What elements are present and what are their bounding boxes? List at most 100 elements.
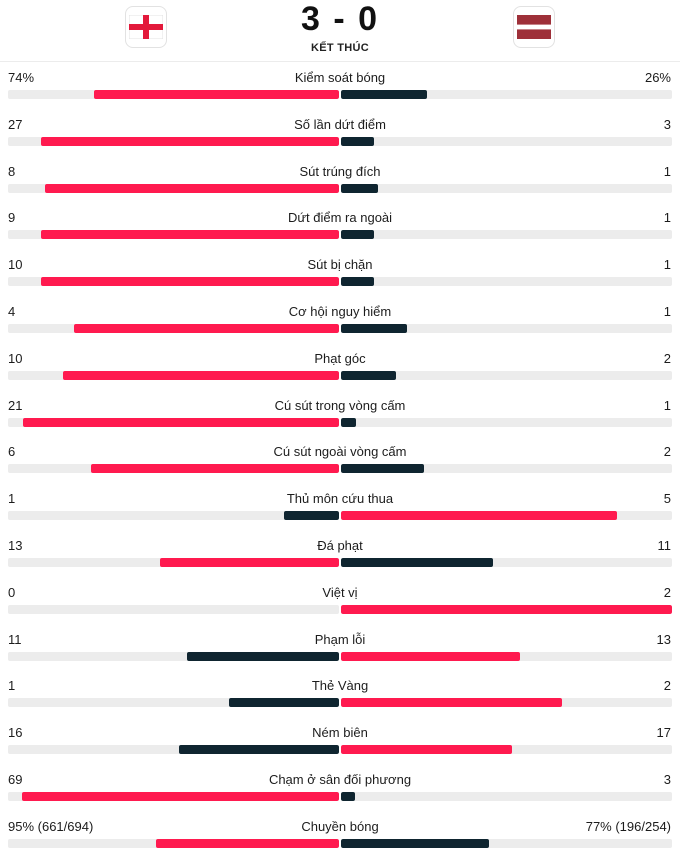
stat-label: Phạm lỗi: [314, 631, 366, 647]
stat-home-value: 8: [8, 163, 16, 179]
stat-home-bar-track: [8, 698, 339, 708]
stat-away-value: 17: [656, 725, 671, 741]
stat-away-value: 1: [663, 210, 671, 226]
stat-label: Kiểm soát bóng: [294, 70, 386, 85]
stat-away-bar: [341, 791, 355, 801]
stat-label: Việt vị: [322, 584, 358, 600]
stat-home-bar-track: [8, 745, 339, 755]
stat-away-bar: [341, 838, 489, 848]
stat-row: 74% Kiểm soát bóng 26%: [0, 62, 680, 109]
stat-away-bar-track: [341, 323, 672, 333]
match-status: KẾT THÚC: [310, 42, 369, 54]
stat-home-bar-track: [8, 651, 339, 661]
stat-home-bar: [160, 557, 339, 567]
stat-away-bar-track: [341, 464, 672, 474]
stat-home-bar: [284, 511, 339, 521]
stat-away-bar-track: [341, 838, 672, 848]
stat-home-bar-track: [8, 838, 339, 848]
stat-home-value: 21: [8, 397, 23, 413]
stat-label: Phạt góc: [314, 350, 366, 366]
stat-home-bar: [23, 417, 339, 427]
stat-home-value: 9: [8, 210, 16, 226]
stat-away-bar-track: [341, 230, 672, 240]
stat-away-value: 3: [663, 771, 671, 787]
latvia-flag-icon: [517, 15, 551, 39]
stat-home-value: 6: [8, 444, 16, 460]
stat-home-bar: [45, 183, 339, 193]
stat-home-bar: [229, 698, 339, 708]
stat-row: 11 Phạm lỗi 13: [0, 624, 680, 671]
stat-label: Sút trúng đích: [299, 163, 381, 179]
stat-home-bar-track: [8, 90, 339, 99]
stat-away-value: 3: [663, 116, 671, 132]
stat-away-bar-track: [341, 791, 672, 801]
stat-home-value: 10: [8, 350, 23, 366]
stat-away-value: 1: [663, 257, 671, 273]
stat-row: 16 Ném biên 17: [0, 717, 680, 764]
stat-away-bar-track: [341, 183, 672, 193]
stat-home-bar-track: [8, 277, 339, 287]
stat-away-bar: [341, 230, 374, 240]
stat-away-bar-track: [341, 136, 672, 146]
stat-home-bar: [156, 838, 339, 848]
stat-label: Sút bị chặn: [307, 257, 373, 273]
stat-away-bar: [341, 651, 520, 661]
stat-away-value: 11: [657, 537, 672, 553]
stat-away-value: 1: [663, 163, 671, 179]
stat-label: Thủ môn cứu thua: [286, 491, 394, 507]
stat-away-bar-track: [341, 745, 672, 755]
stat-home-bar: [179, 745, 339, 755]
away-team-flag[interactable]: [513, 6, 555, 48]
home-team-flag[interactable]: [125, 6, 167, 48]
stat-home-bar: [41, 230, 339, 240]
stat-home-bar: [41, 136, 339, 146]
stat-home-bar: [74, 323, 339, 333]
stat-label: Dứt điểm ra ngoài: [287, 210, 393, 226]
stat-home-bar-track: [8, 604, 339, 614]
stat-away-value: 1: [663, 303, 671, 319]
stat-label: Đá phạt: [317, 537, 363, 553]
match-header: 3 - 0 KẾT THÚC: [0, 0, 680, 62]
stat-home-bar-track: [8, 791, 339, 801]
stat-away-bar-track: [341, 370, 672, 380]
stat-home-bar-track: [8, 323, 339, 333]
stat-home-value: 11: [8, 631, 22, 647]
stat-home-bar: [22, 791, 339, 801]
stat-away-bar-track: [341, 90, 672, 99]
stat-home-value: 10: [8, 257, 23, 273]
stat-row: 13 Đá phạt 11: [0, 530, 680, 577]
stat-home-value: 1: [8, 678, 16, 694]
stat-row: 95% (661/694) Chuyền bóng 77% (196/254): [0, 811, 680, 852]
stat-home-bar-track: [8, 370, 339, 380]
stat-home-value: 95% (661/694): [8, 818, 94, 834]
stat-away-bar: [341, 417, 356, 427]
stat-home-bar: [187, 651, 339, 661]
stat-label: Cơ hội nguy hiểm: [288, 303, 392, 319]
stat-row: 21 Cú sút trong vòng cấm 1: [0, 390, 680, 437]
stat-away-value: 13: [656, 631, 671, 647]
stat-label: Số lần dứt điểm: [294, 116, 386, 132]
stat-away-bar-track: [341, 277, 672, 287]
stat-away-bar: [341, 183, 378, 193]
stat-home-value: 27: [8, 116, 23, 132]
stat-away-bar: [341, 323, 407, 333]
stat-row: 1 Thủ môn cứu thua 5: [0, 483, 680, 530]
stat-home-value: 69: [8, 771, 23, 787]
stat-row: 9 Dứt điểm ra ngoài 1: [0, 202, 680, 249]
stat-away-bar: [341, 136, 374, 146]
stat-away-value: 26%: [644, 70, 671, 85]
stat-away-bar-track: [341, 511, 672, 521]
stat-row: 0 Việt vị 2: [0, 577, 680, 624]
stat-away-value: 2: [663, 350, 671, 366]
stat-label: Chuyền bóng: [301, 818, 379, 834]
stat-away-value: 2: [663, 584, 671, 600]
stat-home-value: 4: [8, 303, 16, 319]
stat-away-bar-track: [341, 698, 672, 708]
stat-row: 1 Thẻ Vàng 2: [0, 670, 680, 717]
stat-home-bar: [63, 370, 339, 380]
stat-home-bar-track: [8, 557, 339, 567]
stat-away-value: 5: [663, 491, 671, 507]
stat-away-value: 77% (196/254): [585, 818, 671, 834]
stat-home-value: 13: [8, 537, 23, 553]
stat-away-bar-track: [341, 604, 672, 614]
